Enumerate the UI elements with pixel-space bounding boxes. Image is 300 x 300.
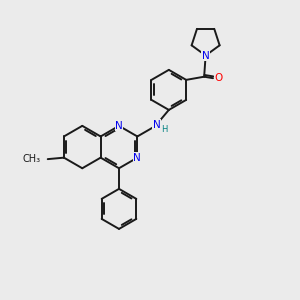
Text: N: N xyxy=(115,121,123,131)
Text: N: N xyxy=(153,120,160,130)
Text: N: N xyxy=(202,50,209,61)
Text: H: H xyxy=(161,125,168,134)
Text: N: N xyxy=(134,153,141,163)
Text: CH₃: CH₃ xyxy=(22,154,40,164)
Text: O: O xyxy=(214,73,222,83)
